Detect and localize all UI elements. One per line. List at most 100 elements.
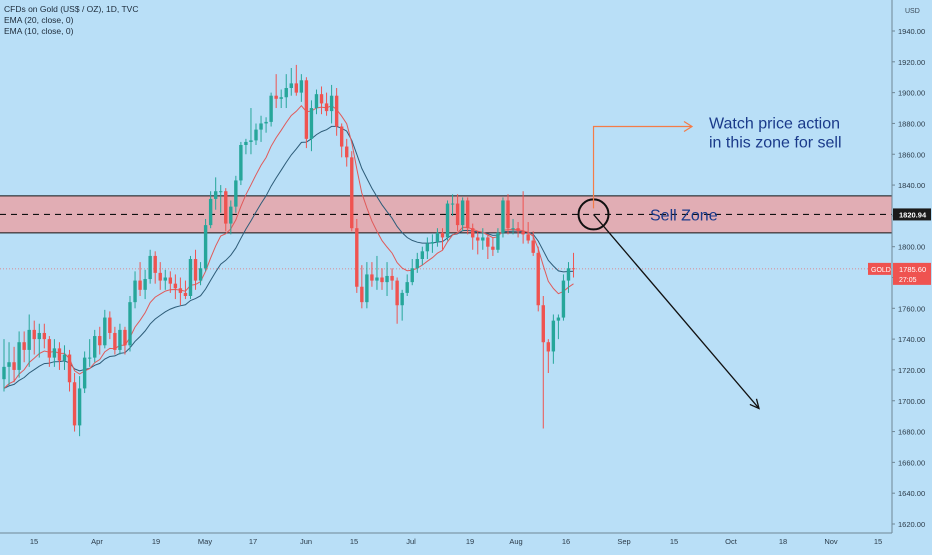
candle-body bbox=[213, 191, 218, 199]
candle bbox=[471, 223, 475, 250]
candle-body bbox=[440, 232, 445, 238]
candle-body bbox=[345, 146, 349, 158]
candle bbox=[77, 376, 82, 437]
x-tick-label: Sep bbox=[617, 537, 630, 546]
candle-body bbox=[455, 203, 460, 226]
candle-body bbox=[264, 121, 268, 124]
x-tick-label: Aug bbox=[509, 537, 522, 546]
candle-body bbox=[148, 255, 152, 280]
candle bbox=[188, 255, 193, 300]
candle bbox=[390, 268, 394, 290]
candle-body bbox=[67, 354, 72, 383]
candle-body bbox=[2, 366, 6, 380]
candle-body bbox=[314, 94, 319, 109]
candle bbox=[123, 326, 127, 355]
candle bbox=[329, 84, 334, 124]
candle-body bbox=[284, 88, 288, 98]
candle bbox=[556, 314, 561, 340]
candle-body bbox=[420, 251, 425, 260]
candle-body bbox=[27, 329, 31, 350]
candle bbox=[113, 326, 117, 355]
candle bbox=[82, 351, 87, 394]
candle-body bbox=[511, 228, 515, 230]
candle bbox=[213, 177, 218, 210]
symbol-title: CFDs on Gold (US$ / OZ), 1D, TVC bbox=[4, 4, 139, 14]
candle bbox=[571, 252, 576, 278]
candle-body bbox=[198, 268, 203, 281]
candle bbox=[455, 194, 460, 232]
candle-body bbox=[390, 275, 394, 281]
candle-body bbox=[62, 354, 67, 361]
candle bbox=[93, 329, 97, 363]
x-tick-label: 18 bbox=[779, 537, 787, 546]
candle bbox=[460, 197, 465, 232]
x-tick-label: 17 bbox=[249, 537, 257, 546]
x-tick-label: 15 bbox=[670, 537, 678, 546]
candle bbox=[410, 259, 414, 286]
price-tag-countdown: 27:05 bbox=[899, 277, 917, 284]
candle-body bbox=[435, 232, 440, 243]
candle bbox=[370, 262, 374, 287]
candle-body bbox=[541, 305, 545, 343]
candle-body bbox=[103, 317, 107, 346]
y-tick-label: 1760.00 bbox=[898, 304, 925, 313]
candle bbox=[143, 269, 147, 300]
candle-body bbox=[239, 145, 243, 181]
candle bbox=[294, 64, 299, 96]
candle bbox=[163, 269, 167, 290]
candle-body bbox=[269, 95, 273, 122]
candle bbox=[32, 320, 36, 355]
candle bbox=[229, 200, 233, 235]
candle-body bbox=[138, 280, 142, 290]
candle bbox=[57, 342, 62, 370]
candle bbox=[385, 262, 389, 296]
candle-body bbox=[370, 274, 374, 281]
candle-body bbox=[304, 80, 309, 139]
candle-body bbox=[425, 243, 430, 252]
candle-body bbox=[12, 362, 16, 370]
sell-zone-label: Sell Zone bbox=[650, 207, 718, 224]
candle bbox=[339, 123, 344, 158]
orange-arrow-line bbox=[592, 125, 692, 209]
candle-body bbox=[506, 200, 510, 229]
y-tick-label: 1880.00 bbox=[898, 119, 925, 128]
candle bbox=[430, 234, 435, 253]
candle-body bbox=[566, 268, 571, 281]
x-tick-label: 15 bbox=[350, 537, 358, 546]
candle bbox=[355, 218, 359, 293]
candle bbox=[380, 268, 384, 290]
y-tick-label: 1800.00 bbox=[898, 243, 925, 252]
candle-body bbox=[531, 240, 535, 253]
currency-label: USD bbox=[905, 8, 920, 15]
candle bbox=[319, 86, 324, 115]
projection-arrow-line bbox=[593, 214, 760, 409]
x-tick-label: 19 bbox=[466, 537, 474, 546]
candle bbox=[360, 265, 364, 309]
candle bbox=[425, 237, 430, 260]
candle bbox=[52, 339, 57, 367]
price-tag-value: 1785.60 bbox=[899, 265, 926, 274]
candle bbox=[208, 191, 213, 229]
candle bbox=[224, 188, 228, 232]
candle-body bbox=[476, 237, 480, 241]
candle-body bbox=[203, 225, 208, 269]
candle bbox=[314, 89, 319, 115]
candle bbox=[98, 326, 102, 355]
candle-body bbox=[471, 228, 475, 238]
level-tag bbox=[893, 208, 931, 221]
candle bbox=[158, 262, 162, 290]
candle bbox=[173, 274, 178, 300]
candle-body bbox=[274, 95, 278, 99]
candle-body bbox=[410, 268, 414, 283]
candle-body bbox=[294, 83, 299, 93]
candle-body bbox=[360, 286, 364, 303]
candle bbox=[420, 246, 425, 266]
candle-body bbox=[93, 336, 97, 358]
x-tick-label: Jul bbox=[406, 537, 416, 546]
candle-body bbox=[551, 320, 556, 352]
candle bbox=[521, 191, 525, 244]
candle bbox=[284, 74, 288, 109]
candle bbox=[133, 271, 137, 309]
